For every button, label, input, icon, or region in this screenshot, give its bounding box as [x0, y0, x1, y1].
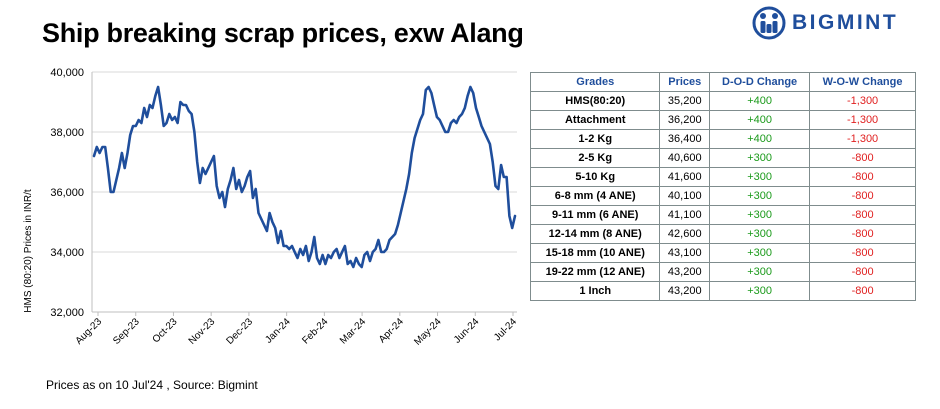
y-tick-label: 32,000 — [50, 307, 84, 319]
table-row: 12-14 mm (8 ANE) 42,600 +300 -800 — [529, 224, 916, 244]
cell-price: 40,600 — [659, 148, 711, 168]
x-tick-label: May-24 — [412, 316, 444, 348]
x-tick-label: Dec-23 — [224, 316, 255, 347]
header-wow-change: W-O-W Change — [809, 72, 916, 92]
cell-wow: -800 — [809, 243, 916, 263]
x-tick-label: Apr-24 — [377, 316, 406, 345]
header-grades: Grades — [529, 72, 661, 92]
cell-grade: 12-14 mm (8 ANE) — [529, 224, 661, 244]
chart-title: Ship breaking scrap prices, exw Alang — [42, 18, 524, 48]
cell-wow: -800 — [809, 167, 916, 187]
cell-dod: +400 — [709, 129, 811, 149]
grid-lines — [92, 71, 517, 313]
cell-dod: +300 — [709, 205, 811, 225]
table-row: 6-8 mm (4 ANE) 40,100 +300 -800 — [529, 186, 916, 206]
cell-dod: +300 — [709, 281, 811, 301]
header-dod-change: D-O-D Change — [709, 72, 811, 92]
bigmint-logo-icon — [752, 6, 786, 40]
cell-dod: +400 — [709, 91, 811, 111]
cell-wow: -800 — [809, 186, 916, 206]
cell-grade: 9-11 mm (6 ANE) — [529, 205, 661, 225]
table-row: HMS(80:20) 35,200 +400 -1,300 — [529, 91, 916, 111]
table-row: 9-11 mm (6 ANE) 41,100 +300 -800 — [529, 205, 916, 225]
brand-name: BIGMINT — [792, 11, 899, 34]
table-row: 5-10 Kg 41,600 +300 -800 — [529, 167, 916, 187]
price-table: Grades Prices D-O-D Change W-O-W Change … — [529, 72, 916, 301]
table-header-row: Grades Prices D-O-D Change W-O-W Change — [529, 72, 916, 92]
cell-price: 41,100 — [659, 205, 711, 225]
cell-dod: +300 — [709, 243, 811, 263]
table-row: Attachment 36,200 +400 -1,300 — [529, 110, 916, 130]
cell-dod: +300 — [709, 224, 811, 244]
cell-grade: 19-22 mm (12 ANE) — [529, 262, 661, 282]
table-body: HMS(80:20) 35,200 +400 -1,300 Attachment 36,2… — [529, 91, 916, 301]
cell-grade: 5-10 Kg — [529, 167, 661, 187]
cell-dod: +300 — [709, 186, 811, 206]
price-line-chart: 32,000 34,000 36,000 38,000 40,000 Aug-23 Sep-… — [23, 67, 519, 348]
x-tick-label: Jun-24 — [452, 316, 482, 346]
table-row: 19-22 mm (12 ANE) 43,200 +300 -800 — [529, 262, 916, 282]
cell-price: 35,200 — [659, 91, 711, 111]
cell-grade: 1-2 Kg — [529, 129, 661, 149]
y-tick-label: 40,000 — [50, 67, 84, 79]
cell-price: 40,100 — [659, 186, 711, 206]
series-layer — [92, 85, 517, 269]
x-tick-label: Jan-24 — [263, 316, 293, 346]
table-row: 1 Inch 43,200 +300 -800 — [529, 281, 916, 301]
cell-grade: 2-5 Kg — [529, 148, 661, 168]
cell-price: 36,200 — [659, 110, 711, 130]
x-tick-label: Sep-23 — [111, 316, 142, 347]
cell-wow: -1,300 — [809, 129, 916, 149]
cell-grade: Attachment — [529, 110, 661, 130]
cell-wow: -1,300 — [809, 91, 916, 111]
cell-wow: -800 — [809, 281, 916, 301]
cell-grade: 6-8 mm (4 ANE) — [529, 186, 661, 206]
chart-axes: 32,000 34,000 36,000 38,000 40,000 Aug-23 Sep-… — [50, 67, 519, 348]
y-tick-label: 36,000 — [50, 187, 84, 199]
header-prices: Prices — [659, 72, 711, 92]
cell-wow: -800 — [809, 148, 916, 168]
cell-price: 41,600 — [659, 167, 711, 187]
cell-grade: 15-18 mm (10 ANE) — [529, 243, 661, 263]
x-tick-label: Jul-24 — [492, 316, 519, 343]
table-row: 1-2 Kg 36,400 +400 -1,300 — [529, 129, 916, 149]
x-tick-label: Aug-23 — [74, 316, 105, 347]
x-tick-label: Oct-23 — [151, 316, 180, 345]
cell-price: 43,100 — [659, 243, 711, 263]
cell-wow: -800 — [809, 262, 916, 282]
brand-logo: BIGMINT — [752, 6, 898, 40]
x-tick-label: Nov-23 — [187, 316, 218, 347]
cell-dod: +300 — [709, 148, 811, 168]
table-row: 2-5 Kg 40,600 +300 -800 — [529, 148, 916, 168]
x-tick-label: Feb-24 — [300, 316, 330, 346]
cell-price: 42,600 — [659, 224, 711, 244]
cell-wow: -800 — [809, 224, 916, 244]
y-tick-label: 34,000 — [50, 247, 84, 259]
cell-grade: 1 Inch — [529, 281, 661, 301]
price-series-line — [92, 85, 517, 269]
x-tick-label: Mar-24 — [338, 316, 368, 346]
y-tick-label: 38,000 — [50, 127, 84, 139]
table-row: 15-18 mm (10 ANE) 43,100 +300 -800 — [529, 243, 916, 263]
y-axis-label: HMS (80:20) Prices in INR/t — [23, 189, 34, 313]
cell-wow: -800 — [809, 205, 916, 225]
cell-wow: -1,300 — [809, 110, 916, 130]
cell-price: 43,200 — [659, 262, 711, 282]
footnote: Prices as on 10 Jul'24 , Source: Bigmint — [46, 378, 258, 392]
cell-dod: +300 — [709, 262, 811, 282]
cell-price: 36,400 — [659, 129, 711, 149]
cell-dod: +400 — [709, 110, 811, 130]
cell-grade: HMS(80:20) — [529, 91, 661, 111]
cell-dod: +300 — [709, 167, 811, 187]
cell-price: 43,200 — [659, 281, 711, 301]
